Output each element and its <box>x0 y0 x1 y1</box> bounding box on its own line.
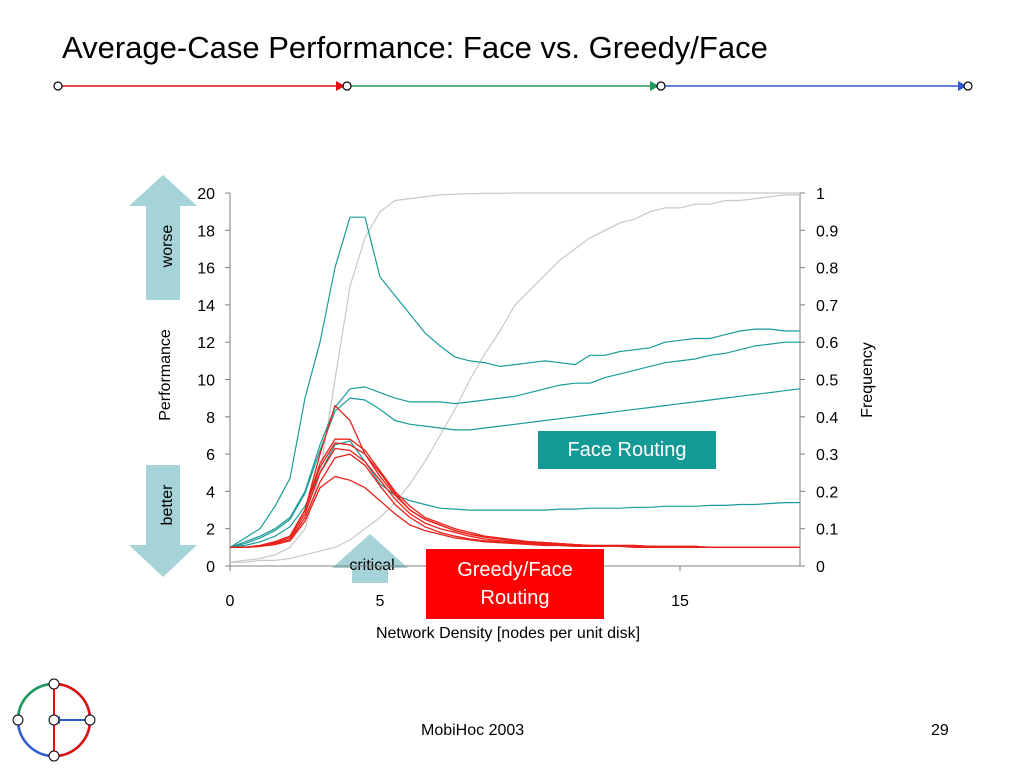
y-axis-ticks: 0 2 4 6 8 10 12 14 16 18 20 <box>197 186 230 576</box>
footer-page-number: 29 <box>931 722 949 739</box>
frequency-line-1 <box>229 192 800 563</box>
y-tick-label: 6 <box>206 447 215 464</box>
y2-axis-ticks: 0 0.1 0.2 0.3 0.4 0.5 0.6 0.7 0.8 0.9 1 <box>800 186 838 576</box>
frequency-series <box>229 192 800 563</box>
header-node <box>53 81 63 91</box>
y2-tick-label: 1 <box>816 186 825 203</box>
frequency-line-2 <box>230 194 800 563</box>
y-tick-label: 2 <box>206 522 215 539</box>
arrow-right-icon <box>336 81 345 91</box>
greedy-routing-line1: Greedy/Face <box>457 559 573 581</box>
y-tick-label: 4 <box>206 484 215 501</box>
greedy-series <box>230 404 800 549</box>
y2-axis-title: Frequency <box>859 342 876 418</box>
face-line-2 <box>229 341 800 548</box>
y-tick-label: 18 <box>197 223 215 240</box>
face-routing-label: Face Routing <box>538 431 716 469</box>
y2-tick-label: 0.6 <box>816 335 838 352</box>
y2-tick-label: 0.3 <box>816 447 838 464</box>
greedy-routing-line2: Routing <box>480 587 550 609</box>
x-tick-label: 15 <box>671 593 689 610</box>
header-node <box>342 81 352 91</box>
y2-tick-label: 0.8 <box>816 261 838 278</box>
annotation-arrows: worse better critical <box>129 175 408 583</box>
header-node <box>656 81 666 91</box>
y2-tick-label: 0 <box>816 559 825 576</box>
x-tick-label: 5 <box>376 593 385 610</box>
y-tick-label: 20 <box>197 186 215 203</box>
x-tick-label: 0 <box>226 593 235 610</box>
arrow-up-icon <box>129 175 197 300</box>
y-tick-label: 8 <box>206 410 215 427</box>
face-routing-text: Face Routing <box>567 439 687 461</box>
arrow-down-icon <box>129 465 197 577</box>
face-line-1 <box>229 216 800 548</box>
y2-tick-label: 0.7 <box>816 298 838 315</box>
y-tick-label: 16 <box>197 261 215 278</box>
arrow-right-icon <box>650 81 659 91</box>
slide-title: Average-Case Performance: Face vs. Greed… <box>62 30 768 65</box>
greedy-face-routing-label: Greedy/Face Routing <box>426 549 604 619</box>
worse-label: worse <box>159 225 176 269</box>
y2-tick-label: 0.9 <box>816 223 838 240</box>
header-timeline <box>53 81 973 91</box>
better-label: better <box>159 484 176 526</box>
y2-tick-label: 0.1 <box>816 522 838 539</box>
y-tick-label: 12 <box>197 335 215 352</box>
y-tick-label: 10 <box>197 373 215 390</box>
y-axis-title: Performance <box>157 329 174 421</box>
x-axis-title: Network Density [nodes per unit disk] <box>376 625 640 642</box>
y2-tick-label: 0.5 <box>816 373 838 390</box>
footer-conference: MobiHoc 2003 <box>421 722 525 739</box>
y2-tick-label: 0.4 <box>816 410 838 427</box>
greedy-line-6 <box>230 475 800 549</box>
y-tick-label: 0 <box>206 559 215 576</box>
y2-tick-label: 0.2 <box>816 484 838 501</box>
logo-graph-icon <box>12 678 96 762</box>
header-node <box>963 81 973 91</box>
critical-callout-arrow <box>332 534 408 583</box>
y-tick-label: 14 <box>197 298 215 315</box>
arrow-right-icon <box>958 81 967 91</box>
